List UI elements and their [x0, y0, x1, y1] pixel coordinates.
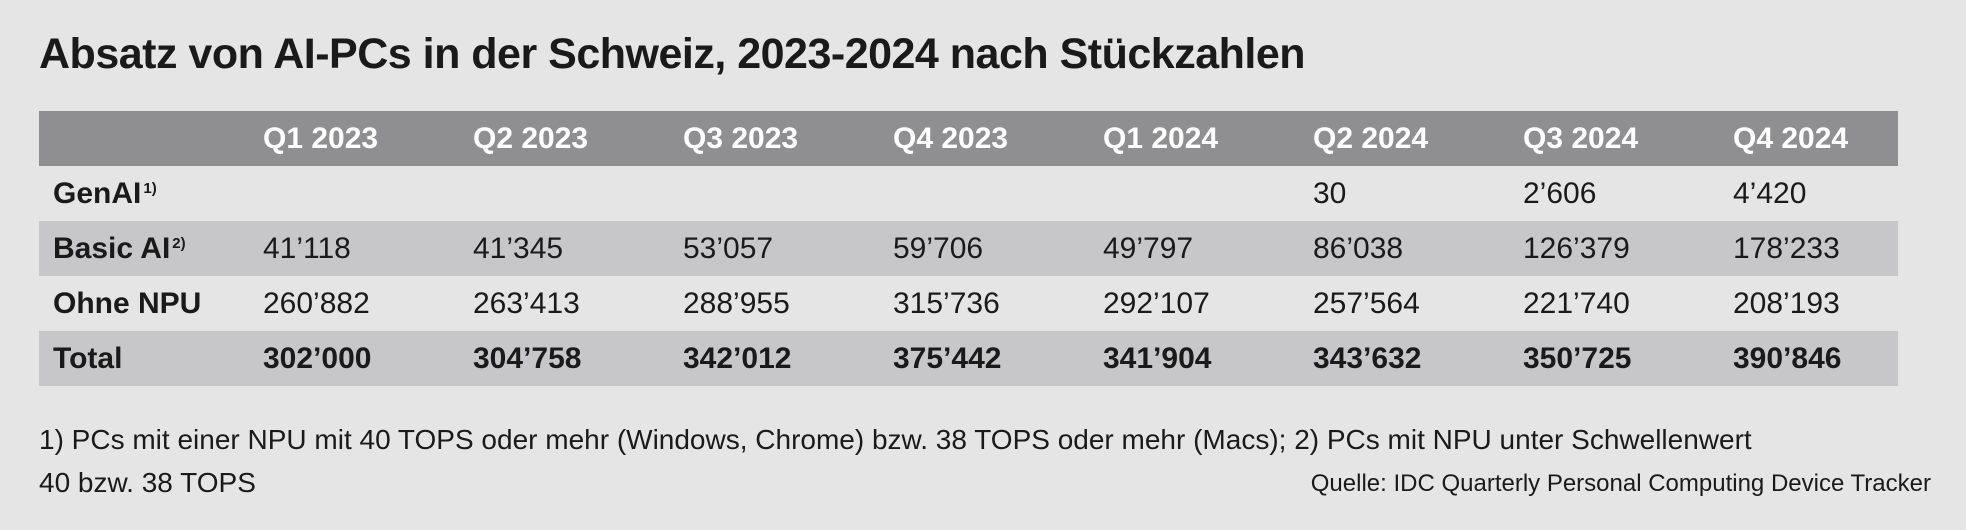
table-cell: 260’882	[263, 276, 473, 331]
table-cell	[473, 166, 683, 221]
table-cell: 41’345	[473, 221, 683, 276]
table-row: GenAI 1) 30 2’606 4’420	[39, 166, 1898, 221]
table-cell: 41’118	[263, 221, 473, 276]
table-cell: 302’000	[263, 331, 473, 386]
table-cell: 221’740	[1523, 276, 1733, 331]
table-cell: 30	[1313, 166, 1523, 221]
table-cell: 390’846	[1733, 331, 1898, 386]
table-cell: 257’564	[1313, 276, 1523, 331]
row-label-text: GenAI	[53, 176, 142, 210]
table-cell: 86’038	[1313, 221, 1523, 276]
row-label-text: Total	[53, 341, 123, 375]
table-cell: 2’606	[1523, 166, 1733, 221]
row-label: Basic AI 2)	[39, 221, 263, 276]
column-header: Q3 2023	[683, 111, 893, 166]
data-table: Q1 2023 Q2 2023 Q3 2023 Q4 2023 Q1 2024 …	[39, 111, 1898, 386]
table-cell: 350’725	[1523, 331, 1733, 386]
table-cell: 292’107	[1103, 276, 1313, 331]
table-cell: 304’758	[473, 331, 683, 386]
row-label-footnote-marker: 2)	[172, 234, 186, 252]
table-cell	[263, 166, 473, 221]
table-row: Basic AI 2) 41’118 41’345 53’057 59’706 49’797…	[39, 221, 1898, 276]
table-cell: 4’420	[1733, 166, 1898, 221]
table-header-row: Q1 2023 Q2 2023 Q3 2023 Q4 2023 Q1 2024 …	[39, 111, 1898, 166]
table-cell: 343’632	[1313, 331, 1523, 386]
table-body: GenAI 1) 30 2’606 4’420 Basic AI 2) 41’118 41’34…	[39, 166, 1898, 386]
table-cell: 342’012	[683, 331, 893, 386]
source-note: Quelle: IDC Quarterly Personal Computing…	[1310, 470, 1931, 497]
table-cell	[893, 166, 1103, 221]
column-header: Q4 2024	[1733, 111, 1898, 166]
table-cell: 341’904	[1103, 331, 1313, 386]
footnote-line: 1) PCs mit einer NPU mit 40 TOPS oder me…	[39, 424, 1752, 455]
column-header: Q1 2023	[263, 111, 473, 166]
column-header: Q3 2024	[1523, 111, 1733, 166]
footnote: 1) PCs mit einer NPU mit 40 TOPS oder me…	[39, 418, 1839, 504]
row-label-text: Basic AI	[53, 231, 171, 265]
table-cell: 263’413	[473, 276, 683, 331]
table-row: Total 302’000 304’758 342’012 375’442 341’904…	[39, 331, 1898, 386]
row-label: GenAI 1)	[39, 166, 263, 221]
column-header: Q2 2024	[1313, 111, 1523, 166]
table-cell: 59’706	[893, 221, 1103, 276]
table-cell: 288’955	[683, 276, 893, 331]
chart-title: Absatz von AI-PCs in der Schweiz, 2023-2…	[39, 30, 1306, 78]
column-header: Q2 2023	[473, 111, 683, 166]
header-corner-cell	[39, 111, 263, 166]
footnote-line: 40 bzw. 38 TOPS	[39, 467, 256, 498]
column-header: Q4 2023	[893, 111, 1103, 166]
table-cell	[683, 166, 893, 221]
table-cell	[1103, 166, 1313, 221]
table-cell: 375’442	[893, 331, 1103, 386]
table-cell: 315’736	[893, 276, 1103, 331]
table-cell: 178’233	[1733, 221, 1898, 276]
table-cell: 126’379	[1523, 221, 1733, 276]
row-label-footnote-marker: 1)	[143, 179, 157, 197]
table-cell: 208’193	[1733, 276, 1898, 331]
table-cell: 49’797	[1103, 221, 1313, 276]
row-label: Ohne NPU	[39, 276, 263, 331]
row-label-text: Ohne NPU	[53, 286, 202, 320]
table-row: Ohne NPU 260’882 263’413 288’955 315’736 292’…	[39, 276, 1898, 331]
row-label: Total	[39, 331, 263, 386]
column-header: Q1 2024	[1103, 111, 1313, 166]
table-cell: 53’057	[683, 221, 893, 276]
